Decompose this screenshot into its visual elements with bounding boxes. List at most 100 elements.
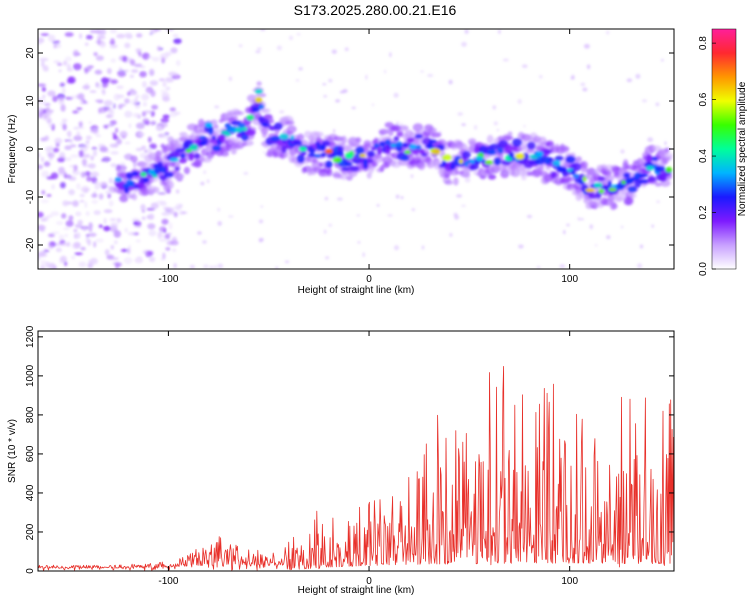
heatmap-cell bbox=[635, 73, 641, 79]
heatmap-cell bbox=[158, 231, 163, 239]
heatmap-cell bbox=[246, 114, 255, 121]
heatmap-cell bbox=[58, 69, 62, 73]
heatmap-cell bbox=[214, 105, 220, 109]
heatmap-cell bbox=[59, 255, 67, 263]
heatmap-cell bbox=[40, 33, 50, 36]
heatmap-cell bbox=[428, 139, 437, 144]
heatmap-cell bbox=[74, 252, 83, 256]
heatmap-cell bbox=[189, 264, 195, 269]
colorbar bbox=[712, 29, 736, 269]
heatmap-cell bbox=[165, 86, 171, 91]
heatmap-cell bbox=[107, 68, 112, 75]
heatmap-x-tick-label: -100 bbox=[158, 274, 178, 285]
heatmap-cell bbox=[55, 221, 64, 226]
heatmap-cell bbox=[169, 151, 180, 159]
heatmap-cell bbox=[131, 193, 138, 201]
heatmap-cell bbox=[131, 69, 139, 73]
heatmap-cell bbox=[58, 234, 65, 241]
heatmap-cell bbox=[572, 173, 580, 179]
heatmap-cell bbox=[502, 58, 509, 62]
heatmap-cell bbox=[200, 181, 205, 186]
colorbar-tick-label: 0.4 bbox=[698, 149, 709, 163]
heatmap-cell bbox=[362, 252, 365, 257]
heatmap-cell bbox=[298, 67, 303, 71]
heatmap-cell bbox=[113, 230, 122, 238]
heatmap-cell bbox=[175, 189, 180, 194]
heatmap-cell bbox=[152, 56, 160, 62]
heatmap-cell bbox=[289, 35, 293, 41]
heatmap-cell bbox=[64, 32, 74, 37]
heatmap-cell bbox=[456, 194, 463, 198]
heatmap-cell bbox=[78, 121, 83, 128]
snr-series bbox=[38, 365, 674, 571]
heatmap-cell bbox=[124, 141, 131, 145]
heatmap-cell bbox=[339, 90, 345, 94]
heatmap-cell bbox=[421, 245, 425, 250]
heatmap-cell bbox=[220, 151, 229, 157]
heatmap-cell bbox=[647, 137, 654, 143]
heatmap-cell bbox=[328, 78, 333, 83]
heatmap-cell bbox=[335, 99, 341, 103]
heatmap-cell bbox=[135, 239, 141, 243]
heatmap-cell bbox=[100, 107, 105, 111]
heatmap-cell bbox=[84, 42, 89, 46]
heatmap-x-tick-label: 100 bbox=[561, 274, 578, 285]
heatmap-cell bbox=[76, 107, 83, 111]
heatmap-cell bbox=[92, 150, 98, 157]
heatmap-cell bbox=[108, 200, 114, 207]
heatmap-cell bbox=[608, 197, 615, 203]
heatmap-cell bbox=[234, 127, 243, 133]
heatmap-cell bbox=[67, 76, 76, 84]
heatmap-cell bbox=[87, 262, 94, 269]
heatmap-cell bbox=[112, 103, 116, 110]
heatmap-cell bbox=[88, 121, 92, 125]
heatmap-cell bbox=[537, 165, 544, 173]
heatmap-cell bbox=[518, 244, 524, 249]
heatmap-cell bbox=[120, 248, 129, 253]
heatmap-cell bbox=[393, 136, 400, 142]
heatmap-cell bbox=[332, 156, 343, 163]
heatmap-cell bbox=[58, 96, 65, 102]
heatmap-cell bbox=[410, 174, 414, 179]
heatmap-cell bbox=[95, 99, 104, 103]
heatmap-cell bbox=[107, 193, 112, 199]
heatmap-cell bbox=[118, 67, 123, 71]
heatmap-cell bbox=[341, 167, 351, 171]
heatmap-cell bbox=[260, 205, 263, 208]
heatmap-cell bbox=[128, 123, 132, 129]
heatmap-cell bbox=[156, 200, 165, 204]
heatmap-cell bbox=[147, 55, 154, 59]
heatmap-cell bbox=[333, 136, 344, 142]
heatmap-cell bbox=[473, 125, 478, 130]
heatmap-cell bbox=[94, 182, 101, 190]
heatmap-cell bbox=[588, 193, 598, 199]
heatmap-cell bbox=[420, 70, 424, 73]
heatmap-cell bbox=[112, 133, 117, 140]
heatmap-cell bbox=[139, 152, 146, 159]
heatmap-cell bbox=[336, 197, 343, 201]
heatmap-cell bbox=[50, 172, 59, 180]
heatmap-cell bbox=[58, 166, 65, 174]
heatmap-cell bbox=[88, 259, 93, 264]
heatmap-cell bbox=[298, 146, 307, 152]
heatmap-cell bbox=[63, 60, 68, 66]
heatmap-cell bbox=[135, 147, 143, 152]
heatmap-cell bbox=[93, 241, 97, 248]
heatmap-cell bbox=[270, 136, 281, 142]
heatmap-cell bbox=[175, 147, 185, 153]
heatmap-cell bbox=[608, 187, 617, 192]
heatmap-cell bbox=[190, 144, 199, 151]
heatmap-cell bbox=[633, 172, 643, 179]
heatmap-cell bbox=[112, 132, 116, 136]
heatmap-cell bbox=[625, 196, 634, 206]
heatmap-cell bbox=[281, 145, 287, 154]
heatmap-cell bbox=[144, 121, 151, 126]
heatmap-cell bbox=[38, 211, 44, 218]
snr-y-tick-label: 0 bbox=[25, 568, 36, 574]
heatmap-cell bbox=[91, 199, 99, 204]
heatmap-cell bbox=[639, 244, 644, 249]
heatmap-cell bbox=[60, 182, 66, 189]
